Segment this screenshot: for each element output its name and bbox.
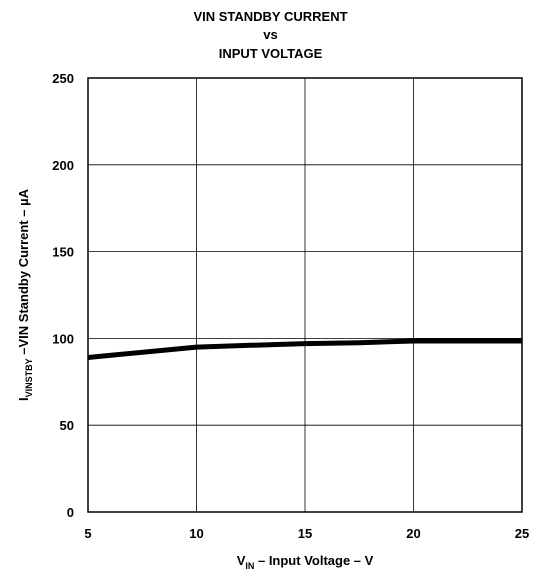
chart-title-line-3: INPUT VOLTAGE <box>218 46 323 61</box>
y-tick-label: 250 <box>52 71 74 86</box>
y-axis-label: IVINSTBY –VIN Standby Current – µA <box>16 188 34 401</box>
plot-frame <box>87 77 523 513</box>
y-tick-label: 150 <box>52 245 74 260</box>
x-axis-label-sub: IN <box>245 561 254 571</box>
x-axis-label: VIN – Input Voltage – V <box>237 553 374 571</box>
y-tick-labels: 0 50 100 150 200 250 <box>52 71 74 520</box>
y-tick-label: 50 <box>60 418 74 433</box>
x-tick-label: 15 <box>298 526 312 541</box>
y-tick-label: 200 <box>52 158 74 173</box>
x-tick-labels: 5 10 15 20 25 <box>84 526 529 541</box>
y-axis-label-rest: –VIN Standby Current – µA <box>16 188 31 358</box>
chart-title-line-1: VIN STANDBY CURRENT <box>193 9 348 24</box>
y-tick-label: 0 <box>67 505 74 520</box>
x-axis-label-main: V <box>237 553 246 568</box>
series-group <box>87 338 522 360</box>
y-tick-label: 100 <box>52 331 74 346</box>
series-line <box>87 338 522 360</box>
grid <box>87 77 523 513</box>
chart-title-line-2: vs <box>263 27 278 42</box>
x-axis-label-rest: – Input Voltage – V <box>254 553 373 568</box>
x-tick-label: 25 <box>515 526 529 541</box>
y-axis-label-sub: VINSTBY <box>24 358 34 397</box>
x-tick-label: 5 <box>84 526 91 541</box>
y-axis-label-main: I <box>16 397 31 401</box>
x-tick-label: 10 <box>189 526 203 541</box>
x-tick-label: 20 <box>406 526 420 541</box>
